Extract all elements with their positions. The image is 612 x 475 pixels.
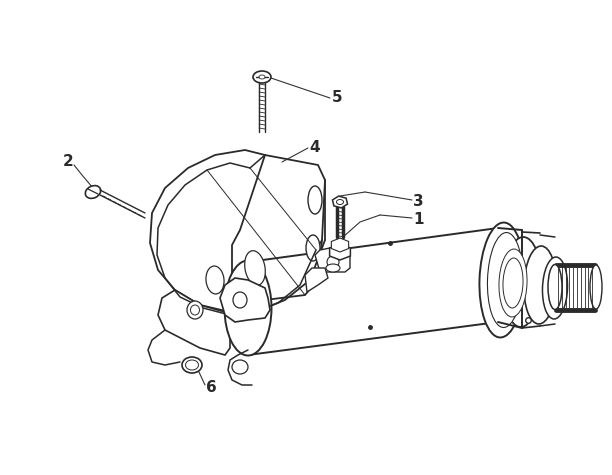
Ellipse shape [308, 186, 322, 214]
Ellipse shape [233, 292, 247, 308]
Ellipse shape [232, 360, 248, 374]
Text: 2: 2 [63, 154, 74, 170]
Polygon shape [315, 247, 350, 272]
Text: 3: 3 [413, 194, 424, 209]
Ellipse shape [327, 256, 339, 268]
Ellipse shape [503, 258, 523, 308]
Polygon shape [331, 238, 349, 252]
Ellipse shape [182, 357, 202, 373]
Ellipse shape [85, 186, 101, 199]
Polygon shape [158, 290, 230, 355]
Ellipse shape [259, 75, 265, 79]
Polygon shape [220, 278, 270, 322]
Ellipse shape [524, 246, 556, 324]
Ellipse shape [187, 301, 203, 319]
Ellipse shape [253, 71, 271, 83]
Ellipse shape [185, 360, 198, 370]
Ellipse shape [479, 222, 524, 337]
Ellipse shape [337, 200, 343, 205]
Ellipse shape [206, 266, 224, 294]
Text: 5: 5 [332, 91, 343, 105]
Polygon shape [232, 155, 325, 300]
Text: 4: 4 [309, 141, 319, 155]
Ellipse shape [503, 237, 541, 327]
Ellipse shape [326, 264, 340, 272]
Ellipse shape [190, 305, 200, 315]
Polygon shape [330, 244, 351, 260]
Ellipse shape [590, 265, 602, 309]
Ellipse shape [245, 251, 266, 285]
Ellipse shape [499, 249, 527, 317]
Polygon shape [332, 196, 348, 208]
Text: 1: 1 [413, 212, 424, 228]
Ellipse shape [542, 257, 567, 319]
Polygon shape [305, 268, 328, 292]
Ellipse shape [487, 233, 523, 327]
Ellipse shape [306, 235, 320, 261]
Ellipse shape [225, 260, 272, 355]
Ellipse shape [548, 265, 562, 310]
Text: 6: 6 [206, 380, 217, 396]
